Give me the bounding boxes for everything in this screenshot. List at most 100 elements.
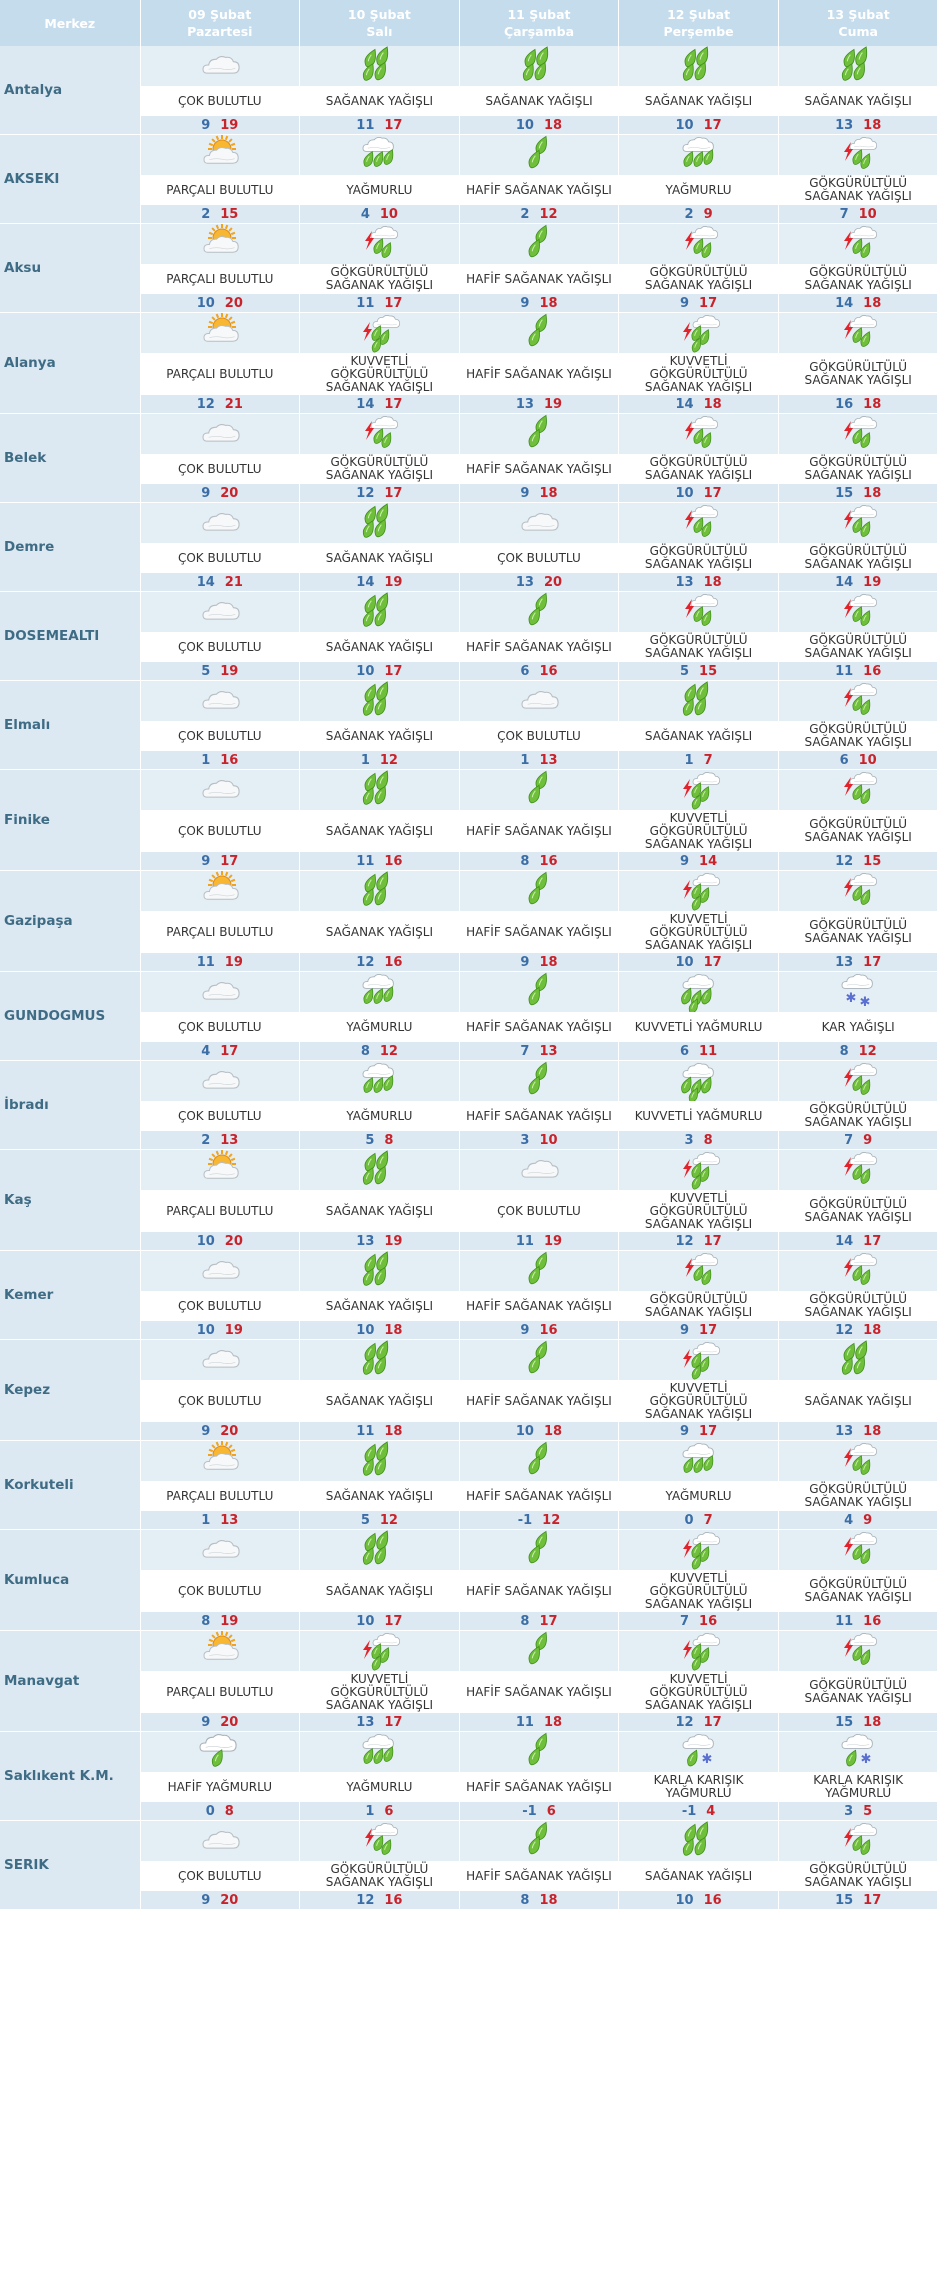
city-name: Finike <box>0 769 141 871</box>
temperature-cell: 8 18 <box>459 1891 620 1910</box>
condition-text: KUVVETLİ GÖKGÜRÜLTÜLÜ SAĞANAK YAĞIŞLI <box>618 353 779 395</box>
temperature-cell: 15 18 <box>778 1713 938 1732</box>
min-temp: 0 <box>684 1512 694 1528</box>
max-temp: 19 <box>220 663 239 679</box>
temperature-cell: 14 18 <box>618 395 779 414</box>
min-temp: 9 <box>201 1892 211 1908</box>
min-temp: 13 <box>515 396 534 412</box>
icon-row: Aksu <box>0 223 938 313</box>
max-temp: 17 <box>699 1423 718 1439</box>
condition-text: ÇOK BULUTLU <box>140 86 301 116</box>
cloudy-icon <box>140 502 301 543</box>
min-temp: 1 <box>365 1803 375 1819</box>
max-temp: 17 <box>699 1322 718 1338</box>
max-temp: 18 <box>543 117 563 133</box>
temperature-cell: 9 18 <box>459 484 620 503</box>
condition-text: HAFİF SAĞANAK YAĞIŞLI <box>459 1101 620 1131</box>
shower-icon <box>778 1339 938 1380</box>
temperature-cell: 12 18 <box>778 1321 938 1340</box>
icon-row: Demre <box>0 502 938 592</box>
min-temp: 15 <box>835 485 854 501</box>
max-temp: 17 <box>384 1714 403 1730</box>
sleet-icon: ✱ <box>618 1731 779 1772</box>
max-temp: 18 <box>539 295 558 311</box>
city-name: Kepez <box>0 1339 141 1441</box>
min-temp: 11 <box>356 853 375 869</box>
max-temp: 8 <box>703 1132 713 1148</box>
icon-row: AKSEKI <box>0 134 938 224</box>
temperature-row: 12 21 14 17 13 19 14 18 16 18 <box>0 395 938 414</box>
day-name: Pazartesi <box>187 24 253 39</box>
max-temp: 19 <box>863 574 882 590</box>
condition-row: PARÇALI BULUTLU SAĞANAK YAĞIŞLI ÇOK BULUTL… <box>0 1190 938 1232</box>
condition-text: GÖKGÜRÜLTÜLÜ SAĞANAK YAĞIŞLI <box>299 1861 460 1891</box>
temperature-cell: 5 15 <box>618 662 779 681</box>
min-temp: 8 <box>520 1892 530 1908</box>
icon-row: Kaş <box>0 1149 938 1251</box>
temperature-cell: 9 17 <box>618 1321 779 1340</box>
temperature-cell: 13 18 <box>778 116 938 135</box>
thunder-shower-icon <box>778 413 938 454</box>
condition-text: SAĞANAK YAĞIŞLI <box>299 810 460 852</box>
max-temp: 9 <box>863 1132 873 1148</box>
cloudy-icon <box>140 1250 301 1291</box>
max-temp: 17 <box>220 1043 239 1059</box>
cloudy-icon <box>140 591 301 632</box>
city-name: Alanya <box>0 312 141 414</box>
temperature-cell: 11 19 <box>459 1232 620 1251</box>
thunder-shower-icon <box>778 134 938 175</box>
day-date: 12 Şubat <box>667 7 731 22</box>
min-temp: 12 <box>356 954 375 970</box>
max-temp: 16 <box>539 1322 558 1338</box>
min-temp: 11 <box>356 117 375 133</box>
cloudy-icon <box>140 1060 301 1101</box>
temperature-row: 10 20 13 19 11 19 12 17 14 17 <box>0 1232 938 1251</box>
condition-text: SAĞANAK YAĞIŞLI <box>618 721 779 751</box>
shower-icon <box>618 1820 779 1861</box>
min-temp: 9 <box>201 485 211 501</box>
heavy-thunder-shower-icon <box>299 1630 460 1671</box>
max-temp: 16 <box>863 663 882 679</box>
temperature-row: 1 13 5 12 -1 12 0 7 4 9 <box>0 1511 938 1530</box>
max-temp: 17 <box>863 1892 882 1908</box>
min-temp: 9 <box>520 485 530 501</box>
min-temp: 1 <box>520 752 530 768</box>
max-temp: 14 <box>699 853 718 869</box>
max-temp: 10 <box>858 752 877 768</box>
shower-icon <box>299 680 460 721</box>
city-name: Manavgat <box>0 1630 141 1732</box>
condition-row: HAFİF YAĞMURLU YAĞMURLU HAFİF SAĞANAK YAĞI… <box>0 1772 938 1802</box>
max-temp: 19 <box>543 1233 563 1249</box>
max-temp: 13 <box>220 1132 239 1148</box>
min-temp: 14 <box>835 1233 854 1249</box>
condition-text: HAFİF SAĞANAK YAĞIŞLI <box>459 1012 620 1042</box>
thunder-shower-icon <box>618 591 779 632</box>
min-temp: 10 <box>356 663 375 679</box>
min-temp: 14 <box>196 574 215 590</box>
heavy-thunder-shower-icon <box>618 1529 779 1570</box>
temperature-cell: 10 18 <box>299 1321 460 1340</box>
min-temp: 12 <box>356 485 375 501</box>
condition-text: SAĞANAK YAĞIŞLI <box>299 1380 460 1422</box>
svg-text:✱: ✱ <box>860 995 871 1010</box>
max-temp: 15 <box>699 663 718 679</box>
min-temp: 12 <box>196 396 215 412</box>
min-temp: 4 <box>201 1043 211 1059</box>
min-temp: 10 <box>196 1322 215 1338</box>
day-header: 11 Şubat Çarşamba <box>459 0 620 46</box>
cloudy-icon <box>140 413 301 454</box>
condition-text: GÖKGÜRÜLTÜLÜ SAĞANAK YAĞIŞLI <box>299 264 460 294</box>
condition-text: PARÇALI BULUTLU <box>140 353 301 395</box>
temperature-row: 9 19 11 17 10 18 10 17 13 18 <box>0 116 938 135</box>
condition-text: SAĞANAK YAĞIŞLI <box>618 1861 779 1891</box>
temperature-row: 9 20 12 16 8 18 10 16 15 17 <box>0 1891 938 1910</box>
temperature-cell: 13 19 <box>299 1232 460 1251</box>
min-temp: 1 <box>684 752 694 768</box>
temperature-cell: 9 14 <box>618 852 779 871</box>
temperature-cell: 6 10 <box>778 751 938 770</box>
max-temp: 16 <box>384 853 403 869</box>
condition-text: GÖKGÜRÜLTÜLÜ SAĞANAK YAĞIŞLI <box>778 721 938 751</box>
condition-text: HAFİF SAĞANAK YAĞIŞLI <box>459 264 620 294</box>
heavy-thunder-shower-icon <box>299 312 460 353</box>
